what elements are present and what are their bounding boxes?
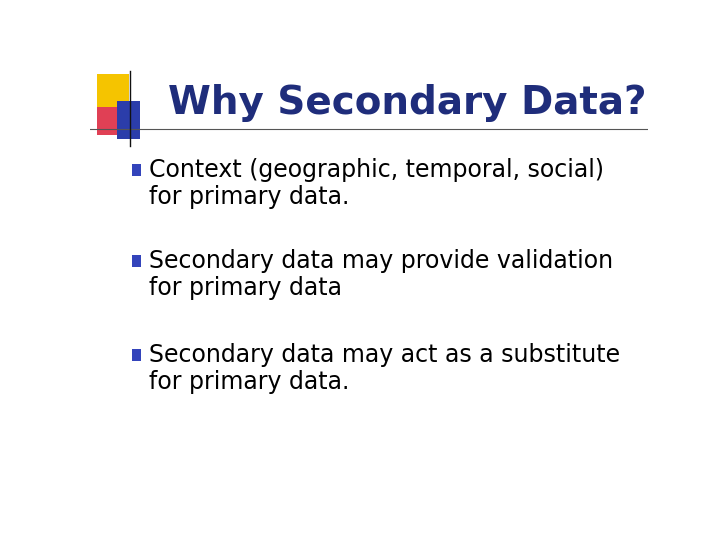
FancyBboxPatch shape [117, 102, 140, 139]
Text: for primary data.: for primary data. [148, 185, 349, 209]
FancyBboxPatch shape [96, 75, 129, 109]
Text: for primary data.: for primary data. [148, 370, 349, 394]
Text: Secondary data may act as a substitute: Secondary data may act as a substitute [148, 343, 620, 367]
FancyBboxPatch shape [132, 164, 141, 176]
FancyBboxPatch shape [132, 349, 141, 361]
Text: Secondary data may provide validation: Secondary data may provide validation [148, 249, 613, 273]
Text: Why Secondary Data?: Why Secondary Data? [168, 84, 647, 122]
FancyBboxPatch shape [96, 107, 129, 136]
FancyBboxPatch shape [132, 255, 141, 267]
Text: for primary data: for primary data [148, 276, 341, 300]
Text: Context (geographic, temporal, social): Context (geographic, temporal, social) [148, 158, 603, 182]
